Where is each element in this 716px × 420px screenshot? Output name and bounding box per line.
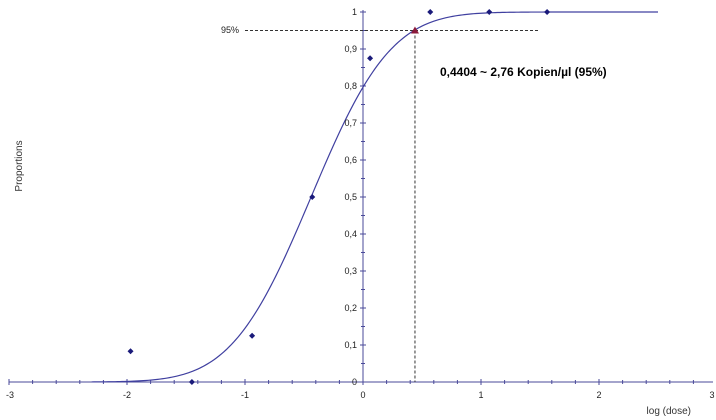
data-point [309, 194, 316, 200]
x-tick-label: -2 [123, 390, 131, 400]
reference-lines [245, 30, 540, 382]
data-point [367, 55, 374, 62]
labels: -3 -2 -1 0 1 2 3 0 0,1 0,2 0,3 0,4 0,5 0,6 0,7 0,8 0,9 1 [6, 7, 715, 400]
y-tick-label: 0,7 [344, 118, 357, 128]
reference-y-label: 95% [221, 25, 239, 35]
data-point [188, 379, 195, 385]
annotation-text: 0,4404 ~ 2,76 Kopien/µl (95%) [440, 65, 607, 79]
x-tick-label: 2 [596, 390, 601, 400]
y-tick-label: 0,4 [344, 229, 357, 239]
y-tick-label: 0,1 [344, 340, 357, 350]
y-tick-label: 0,6 [344, 155, 357, 165]
y-tick-label: 0 [352, 377, 357, 387]
y-tick-label: 1 [352, 7, 357, 17]
y-tick-label: 0,5 [344, 192, 357, 202]
data-points [127, 9, 551, 385]
x-tick-label: -1 [241, 390, 249, 400]
data-point [427, 9, 434, 15]
x-axis-title: log (dose) [647, 406, 691, 417]
x-tick-label: 0 [360, 390, 365, 400]
y-tick-label: 0,2 [344, 303, 357, 313]
x-tick-label: 1 [478, 390, 483, 400]
x-tick-label: -3 [6, 390, 14, 400]
x-tick-label: 3 [709, 390, 714, 400]
axes [8, 10, 713, 385]
reference-marker [410, 26, 419, 34]
y-tick-label: 0,9 [344, 44, 357, 54]
data-point [544, 9, 551, 15]
y-tick-label: 0,8 [344, 81, 357, 91]
data-point [249, 332, 256, 339]
data-point [486, 9, 493, 15]
probit-curve [91, 11, 658, 383]
data-point [127, 348, 134, 355]
curve-layer [91, 11, 658, 383]
y-tick-label: 0,3 [344, 266, 357, 276]
y-axis-title: Proportions [14, 140, 25, 191]
